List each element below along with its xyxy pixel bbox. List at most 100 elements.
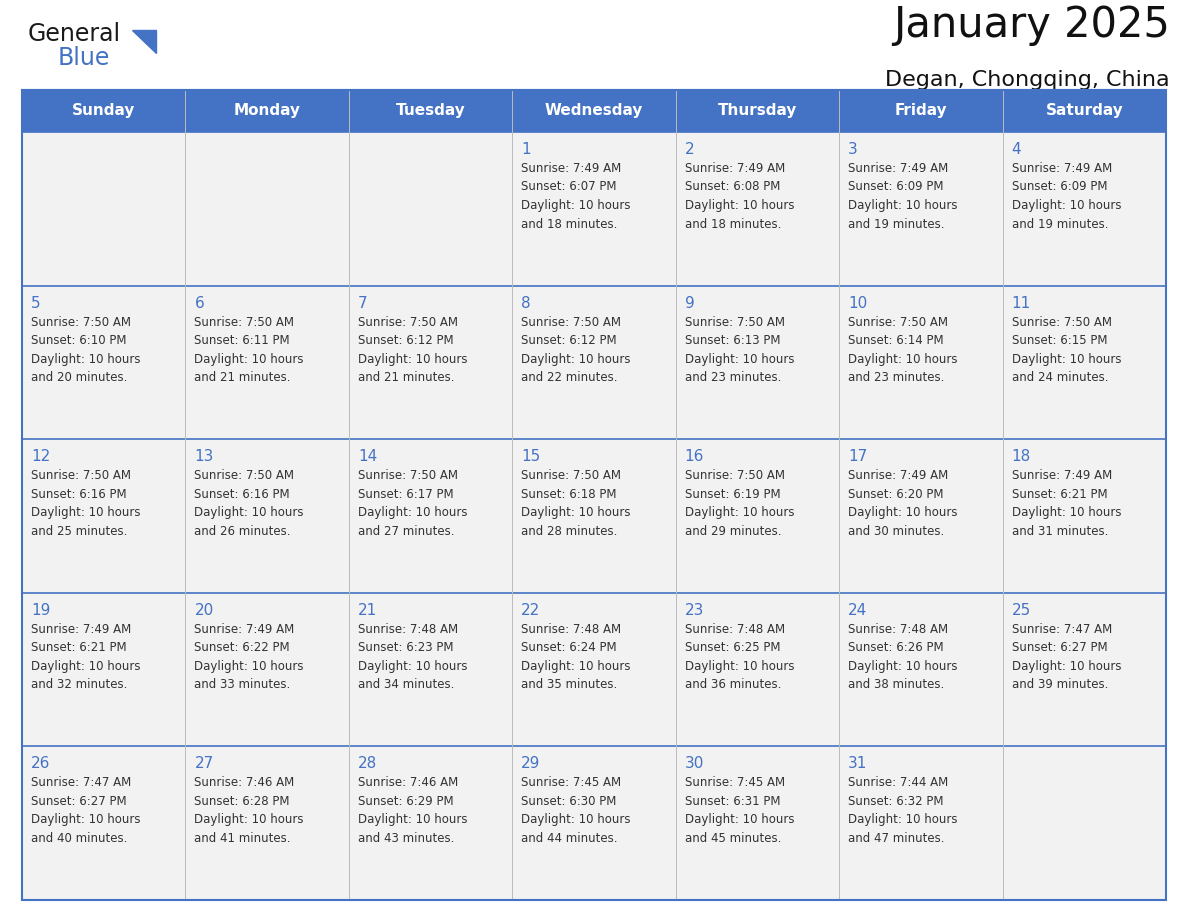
Text: Sunset: 6:20 PM: Sunset: 6:20 PM <box>848 487 943 500</box>
Text: Sunset: 6:21 PM: Sunset: 6:21 PM <box>1011 487 1107 500</box>
Text: Daylight: 10 hours: Daylight: 10 hours <box>684 199 795 212</box>
Text: 21: 21 <box>358 603 377 618</box>
Bar <box>676 132 839 285</box>
Text: Sunrise: 7:48 AM: Sunrise: 7:48 AM <box>358 622 459 636</box>
Text: and 43 minutes.: and 43 minutes. <box>358 832 454 845</box>
Text: Sunrise: 7:50 AM: Sunrise: 7:50 AM <box>684 469 785 482</box>
Text: and 18 minutes.: and 18 minutes. <box>684 218 781 230</box>
Text: Sunset: 6:32 PM: Sunset: 6:32 PM <box>848 795 943 808</box>
Text: Daylight: 10 hours: Daylight: 10 hours <box>848 660 958 673</box>
Bar <box>839 439 1003 593</box>
Text: Daylight: 10 hours: Daylight: 10 hours <box>848 199 958 212</box>
Text: January 2025: January 2025 <box>893 4 1170 46</box>
Text: Degan, Chongqing, China: Degan, Chongqing, China <box>885 70 1170 90</box>
Text: 30: 30 <box>684 756 704 771</box>
Text: Sunrise: 7:44 AM: Sunrise: 7:44 AM <box>848 777 948 789</box>
Text: Sunset: 6:26 PM: Sunset: 6:26 PM <box>848 642 943 655</box>
Text: Daylight: 10 hours: Daylight: 10 hours <box>522 353 631 365</box>
Bar <box>23 90 185 132</box>
Text: Sunset: 6:13 PM: Sunset: 6:13 PM <box>684 334 781 347</box>
Text: 14: 14 <box>358 449 377 465</box>
Text: 6: 6 <box>195 296 204 310</box>
Bar <box>349 90 512 132</box>
Text: Sunrise: 7:48 AM: Sunrise: 7:48 AM <box>684 622 785 636</box>
Text: 2: 2 <box>684 142 694 157</box>
Bar <box>1003 285 1165 439</box>
Text: Blue: Blue <box>58 46 110 70</box>
Bar <box>185 132 349 285</box>
Text: Daylight: 10 hours: Daylight: 10 hours <box>358 813 467 826</box>
Text: Sunset: 6:14 PM: Sunset: 6:14 PM <box>848 334 943 347</box>
Bar <box>23 90 1165 900</box>
Text: Daylight: 10 hours: Daylight: 10 hours <box>522 813 631 826</box>
Bar <box>676 90 839 132</box>
Text: and 20 minutes.: and 20 minutes. <box>31 371 127 384</box>
Text: Sunset: 6:31 PM: Sunset: 6:31 PM <box>684 795 781 808</box>
Text: Daylight: 10 hours: Daylight: 10 hours <box>31 660 140 673</box>
Bar <box>185 285 349 439</box>
Bar <box>512 746 676 900</box>
Text: and 44 minutes.: and 44 minutes. <box>522 832 618 845</box>
Text: and 32 minutes.: and 32 minutes. <box>31 678 127 691</box>
Text: 1: 1 <box>522 142 531 157</box>
Text: Sunset: 6:07 PM: Sunset: 6:07 PM <box>522 181 617 194</box>
Text: Sunset: 6:27 PM: Sunset: 6:27 PM <box>31 795 127 808</box>
Text: Sunrise: 7:50 AM: Sunrise: 7:50 AM <box>31 316 131 329</box>
Text: Sunrise: 7:48 AM: Sunrise: 7:48 AM <box>848 622 948 636</box>
Text: Sunrise: 7:49 AM: Sunrise: 7:49 AM <box>522 162 621 175</box>
Text: and 33 minutes.: and 33 minutes. <box>195 678 291 691</box>
Text: Sunset: 6:11 PM: Sunset: 6:11 PM <box>195 334 290 347</box>
Bar <box>23 593 185 746</box>
Text: Sunrise: 7:50 AM: Sunrise: 7:50 AM <box>1011 316 1112 329</box>
Bar <box>349 439 512 593</box>
Text: 24: 24 <box>848 603 867 618</box>
Text: and 41 minutes.: and 41 minutes. <box>195 832 291 845</box>
Bar <box>676 439 839 593</box>
Text: and 23 minutes.: and 23 minutes. <box>848 371 944 384</box>
Bar <box>349 132 512 285</box>
Text: Daylight: 10 hours: Daylight: 10 hours <box>1011 199 1121 212</box>
Text: and 27 minutes.: and 27 minutes. <box>358 525 454 538</box>
Bar <box>349 593 512 746</box>
Text: 18: 18 <box>1011 449 1031 465</box>
Bar <box>512 132 676 285</box>
Text: Sunset: 6:28 PM: Sunset: 6:28 PM <box>195 795 290 808</box>
Text: 28: 28 <box>358 756 377 771</box>
Bar <box>676 746 839 900</box>
Text: and 40 minutes.: and 40 minutes. <box>31 832 127 845</box>
Text: Daylight: 10 hours: Daylight: 10 hours <box>1011 660 1121 673</box>
Text: Sunrise: 7:46 AM: Sunrise: 7:46 AM <box>195 777 295 789</box>
Bar <box>1003 90 1165 132</box>
Text: and 38 minutes.: and 38 minutes. <box>848 678 944 691</box>
Text: Sunset: 6:16 PM: Sunset: 6:16 PM <box>195 487 290 500</box>
Text: Sunrise: 7:49 AM: Sunrise: 7:49 AM <box>195 622 295 636</box>
Text: Sunrise: 7:50 AM: Sunrise: 7:50 AM <box>195 469 295 482</box>
Bar <box>512 90 676 132</box>
Text: Sunset: 6:10 PM: Sunset: 6:10 PM <box>31 334 126 347</box>
Bar <box>512 285 676 439</box>
Text: 7: 7 <box>358 296 367 310</box>
Bar <box>839 90 1003 132</box>
Bar <box>23 285 185 439</box>
Bar <box>1003 593 1165 746</box>
Text: and 36 minutes.: and 36 minutes. <box>684 678 781 691</box>
Text: Daylight: 10 hours: Daylight: 10 hours <box>195 813 304 826</box>
Bar <box>839 132 1003 285</box>
Text: Sunset: 6:25 PM: Sunset: 6:25 PM <box>684 642 781 655</box>
Text: and 45 minutes.: and 45 minutes. <box>684 832 781 845</box>
Text: Sunrise: 7:45 AM: Sunrise: 7:45 AM <box>684 777 785 789</box>
Bar <box>185 439 349 593</box>
Text: and 26 minutes.: and 26 minutes. <box>195 525 291 538</box>
Bar <box>1003 439 1165 593</box>
Text: 26: 26 <box>31 756 50 771</box>
Text: and 39 minutes.: and 39 minutes. <box>1011 678 1108 691</box>
Bar <box>349 746 512 900</box>
Text: 10: 10 <box>848 296 867 310</box>
Bar <box>349 285 512 439</box>
Text: and 31 minutes.: and 31 minutes. <box>1011 525 1108 538</box>
Text: 8: 8 <box>522 296 531 310</box>
Text: 9: 9 <box>684 296 695 310</box>
Text: Sunrise: 7:45 AM: Sunrise: 7:45 AM <box>522 777 621 789</box>
Text: Sunset: 6:15 PM: Sunset: 6:15 PM <box>1011 334 1107 347</box>
Bar <box>1003 132 1165 285</box>
